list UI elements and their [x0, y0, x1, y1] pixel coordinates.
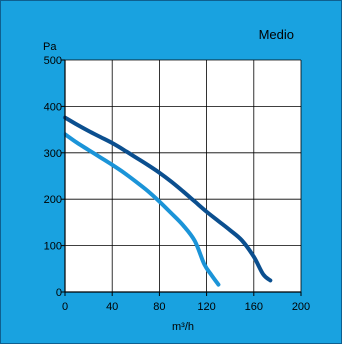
y-tick-label: 200	[44, 194, 62, 206]
y-axis-label: Pa	[43, 41, 57, 53]
y-tick-label: 400	[44, 101, 62, 113]
grid	[64, 59, 302, 293]
x-tick-label: 200	[292, 301, 310, 313]
y-tick-label: 0	[56, 287, 62, 299]
y-tick-label: 500	[44, 55, 62, 67]
x-tick-label: 120	[197, 301, 215, 313]
x-tick-label: 80	[153, 301, 165, 313]
y-tick-label: 100	[44, 241, 62, 253]
series-line-1	[63, 115, 273, 283]
x-axis-label: m³/h	[172, 321, 194, 333]
series-layer	[63, 115, 273, 287]
x-tick-label: 0	[62, 301, 68, 313]
series-line-2	[63, 132, 221, 287]
y-tick-label: 300	[44, 148, 62, 160]
tick-layer: 0 40 80 120 160 200 0 100 200 300 400 500	[44, 55, 311, 313]
plot-area	[65, 60, 301, 292]
x-tick-label: 40	[106, 301, 118, 313]
x-tick-label: 160	[245, 301, 263, 313]
chart-title: Medio	[259, 27, 294, 42]
